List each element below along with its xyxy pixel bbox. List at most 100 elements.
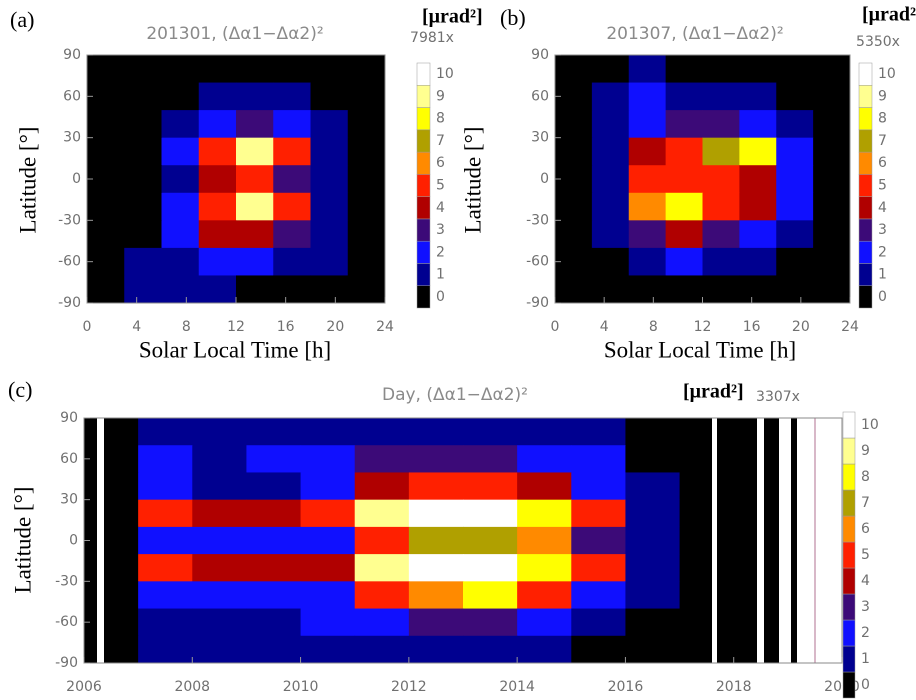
cell xyxy=(198,220,237,249)
y-tick-label: -30 xyxy=(55,573,78,589)
y-tick-label: -90 xyxy=(526,295,549,311)
y-tick-label: -60 xyxy=(55,614,78,630)
cell xyxy=(124,192,162,221)
x-tick-label: 2006 xyxy=(66,679,102,695)
cell xyxy=(625,445,681,473)
cell xyxy=(87,247,125,276)
cell xyxy=(739,275,777,304)
cell xyxy=(813,55,851,84)
cell xyxy=(628,110,667,139)
cell xyxy=(679,472,735,501)
colorbar-label: 2 xyxy=(861,625,870,641)
cell xyxy=(739,220,777,249)
cell xyxy=(571,635,626,664)
y-tick-label: -90 xyxy=(55,655,78,671)
cell xyxy=(408,499,464,528)
x-tick-label: 2010 xyxy=(283,679,319,695)
unit-label: [μrad²] xyxy=(683,381,744,403)
colorbar-label: 5 xyxy=(436,178,445,194)
colorbar-label: 6 xyxy=(861,521,870,537)
colorbar-label: 0 xyxy=(861,677,870,693)
cell xyxy=(813,82,851,111)
cell xyxy=(571,526,626,555)
cell xyxy=(517,635,572,664)
cell xyxy=(591,192,630,221)
cell xyxy=(87,192,125,221)
cell xyxy=(702,220,740,249)
cell xyxy=(300,526,356,555)
colorbar-box xyxy=(416,196,431,220)
y-tick-label: 0 xyxy=(69,533,78,549)
x-tick-label: 4 xyxy=(600,319,609,335)
cell xyxy=(138,526,193,555)
cell xyxy=(739,192,777,221)
cell xyxy=(354,581,410,610)
cell xyxy=(198,192,237,221)
cell xyxy=(87,110,125,139)
cell xyxy=(246,499,302,528)
cell xyxy=(813,137,851,166)
cell xyxy=(679,526,735,555)
cell xyxy=(739,55,777,84)
y-tick-label: 60 xyxy=(63,88,81,104)
cell xyxy=(84,581,139,610)
cell xyxy=(124,82,162,111)
cell xyxy=(628,82,667,111)
panel-label: (c) xyxy=(8,377,32,402)
colorbar-label: 6 xyxy=(878,155,887,171)
gap xyxy=(757,418,764,663)
cell xyxy=(665,137,703,166)
cell xyxy=(571,499,626,528)
cell xyxy=(347,275,386,304)
colorbar-box xyxy=(858,196,873,220)
cell xyxy=(192,445,247,473)
x-tick-label: 24 xyxy=(841,319,859,335)
panel-b-cells xyxy=(555,55,851,304)
cell xyxy=(591,82,630,111)
cell xyxy=(124,247,162,276)
cell xyxy=(679,445,735,473)
colorbar-label: 4 xyxy=(436,200,445,216)
cell xyxy=(84,554,139,582)
cell xyxy=(702,110,740,139)
cell xyxy=(591,275,630,304)
cell xyxy=(463,635,518,664)
cell xyxy=(628,220,667,249)
x-tick-label: 0 xyxy=(83,319,92,335)
colorbar-box xyxy=(842,463,856,491)
colorbar-label: 2 xyxy=(436,244,445,260)
cell xyxy=(84,499,139,528)
cell xyxy=(300,635,356,664)
cell xyxy=(198,247,237,276)
colorbar-box xyxy=(858,285,873,309)
colorbar-box xyxy=(416,174,431,197)
cell xyxy=(347,220,386,249)
cell xyxy=(161,247,200,276)
cell xyxy=(87,137,125,166)
cell xyxy=(776,165,814,194)
cell xyxy=(463,581,518,610)
x-tick-label: 2018 xyxy=(716,679,752,695)
cell xyxy=(776,275,814,304)
colorbar-label: 7 xyxy=(436,133,445,149)
cell xyxy=(84,608,139,637)
cell xyxy=(347,247,386,276)
cell xyxy=(354,608,410,637)
cell xyxy=(739,82,777,111)
cell xyxy=(665,247,703,276)
cell xyxy=(628,165,667,194)
scale-note: 7981x xyxy=(410,30,454,46)
cell xyxy=(517,608,572,637)
x-tick-label: 16 xyxy=(743,319,761,335)
cell xyxy=(625,526,681,555)
cell xyxy=(517,418,572,446)
colorbar-label: 8 xyxy=(861,469,870,485)
x-tick-label: 2012 xyxy=(391,679,427,695)
cell xyxy=(463,499,518,528)
cell xyxy=(571,418,626,446)
cell xyxy=(310,165,349,194)
cell xyxy=(192,581,247,610)
cell xyxy=(625,472,681,501)
cell xyxy=(702,247,740,276)
cell xyxy=(310,137,349,166)
